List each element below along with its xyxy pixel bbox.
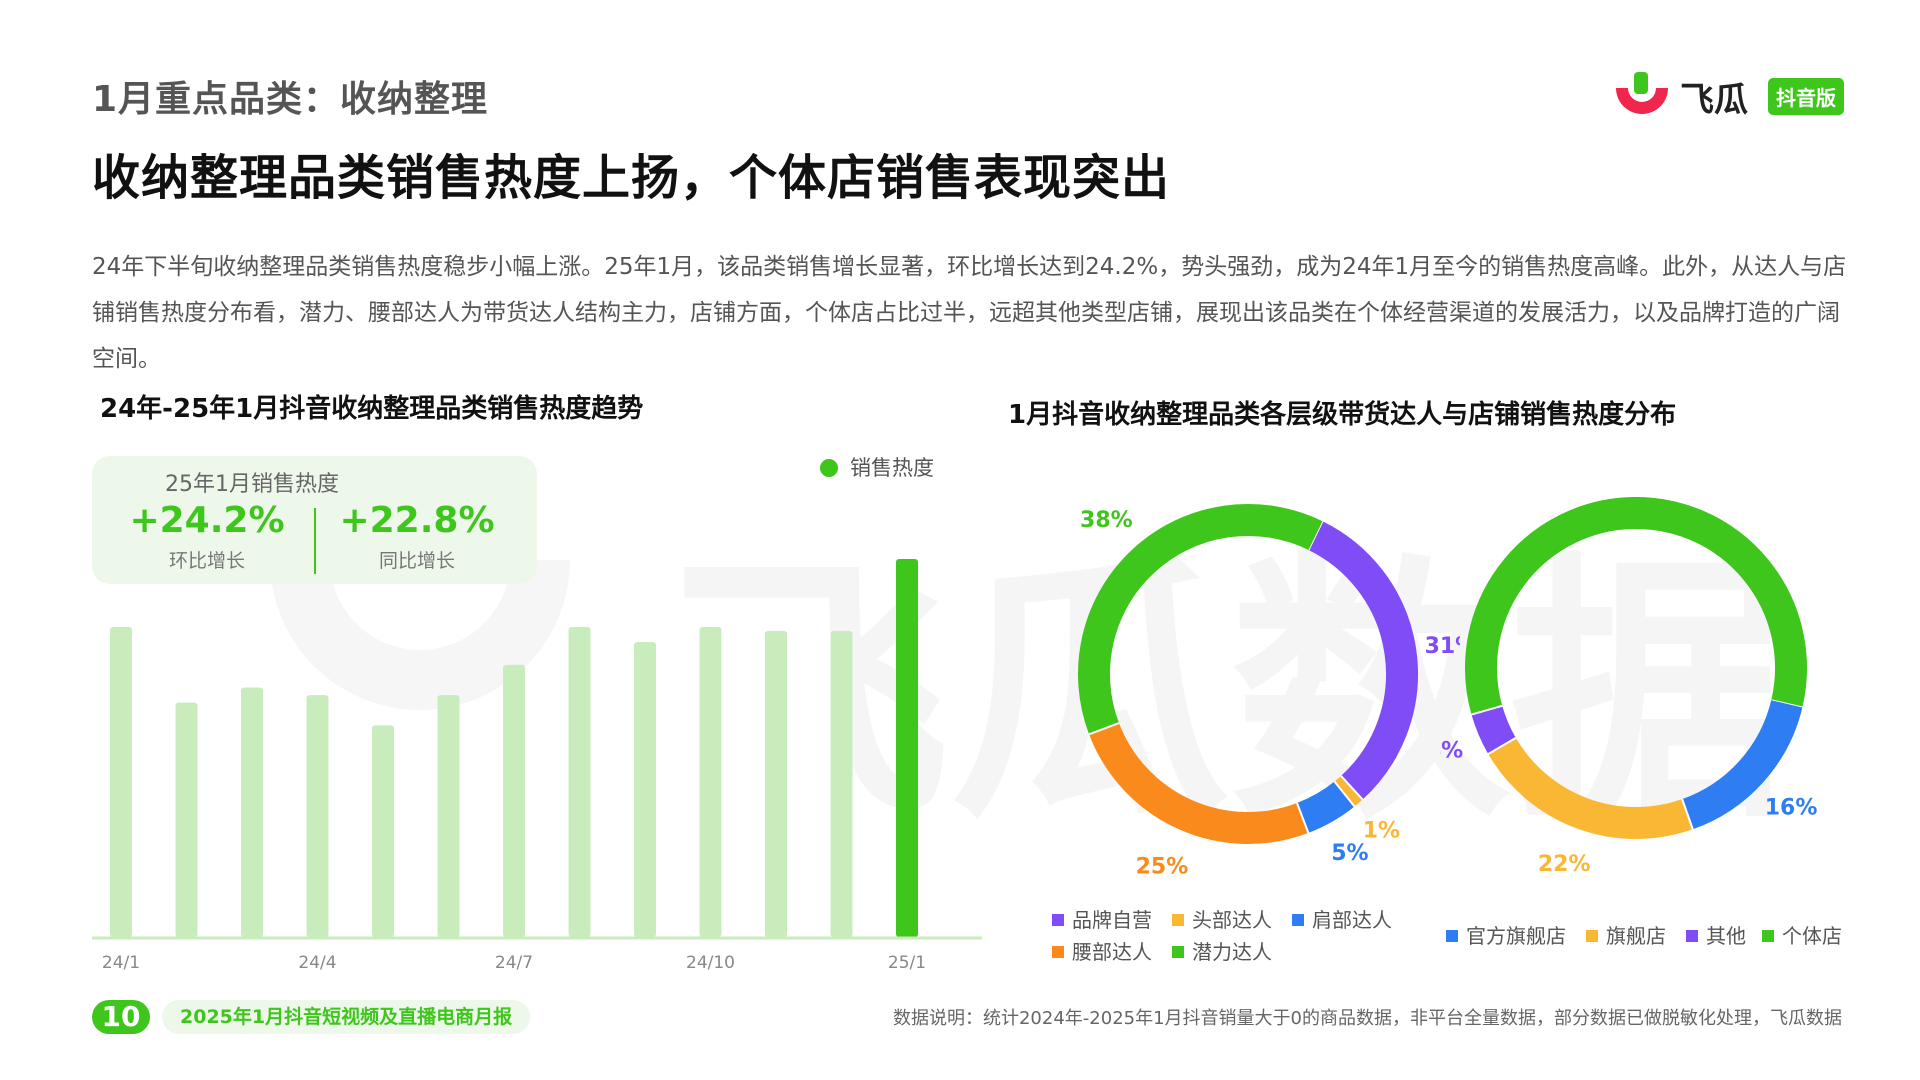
legend-swatch	[1586, 930, 1598, 942]
legend-swatch	[1052, 946, 1064, 958]
slice-label-品牌自营: 31%	[1425, 634, 1460, 659]
legend-label: 官方旗舰店	[1466, 924, 1566, 948]
slice-品牌自营	[1308, 521, 1418, 800]
slice-separator	[1340, 775, 1364, 801]
slice-头部达人	[1334, 775, 1363, 807]
bar-24/3	[241, 687, 263, 937]
legend-label: 其他	[1706, 924, 1746, 948]
bar-24/11	[765, 630, 787, 937]
slice-separator	[1771, 698, 1803, 708]
slice-separator	[1681, 798, 1694, 830]
legend-item-品牌自营: 品牌自营	[1052, 904, 1152, 933]
donut-chart-stores: 16%22%4%58%	[1440, 497, 1818, 877]
bar-chart-legend: 销售热度	[820, 452, 934, 482]
slice-label-其他: 4%	[1440, 738, 1463, 763]
slice-separator	[1307, 520, 1324, 551]
slice-官方旗舰店	[1681, 698, 1803, 830]
donut-legend-stores: 官方旗舰店 旗舰店 其他 个体店	[1446, 920, 1866, 952]
legend-swatch	[1686, 930, 1698, 942]
legend-item-其他: 其他	[1686, 920, 1746, 949]
donut-chart-title: 1月抖音收纳整理品类各层级带货达人与店铺销售热度分布	[1008, 400, 1677, 430]
logo: 飞瓜 抖音版	[1610, 68, 1850, 124]
donut-legend-influencers: 品牌自营 头部达人 肩部达人腰部达人 潜力达人	[1052, 904, 1412, 968]
legend-label: 旗舰店	[1606, 924, 1666, 948]
x-tick-label: 24/7	[495, 953, 533, 973]
slice-separator	[1333, 780, 1356, 808]
kpi-mom-label: 环比增长	[168, 550, 245, 572]
bar-chart-title: 24年-25年1月抖音收纳整理品类销售热度趋势	[100, 394, 644, 424]
kpi-divider	[314, 508, 316, 574]
kpi-yoy-label: 同比增长	[378, 550, 455, 572]
slice-腰部达人	[1089, 722, 1309, 844]
legend-label: 品牌自营	[1072, 908, 1152, 932]
legend-item-官方旗舰店: 官方旗舰店	[1446, 920, 1566, 949]
legend-label: 个体店	[1782, 924, 1842, 948]
slice-label-肩部达人: 5%	[1331, 841, 1368, 866]
legend-item-头部达人: 头部达人	[1172, 904, 1272, 933]
report-name: 2025年1月抖音短视频及直播电商月报	[162, 1000, 531, 1034]
logo-brand: 飞瓜	[1680, 80, 1748, 120]
donut-chart-influencers: 31% 1%5% 25% 38%	[1078, 504, 1460, 880]
legend-swatch	[1172, 914, 1184, 926]
kpi-title: 25年1月销售热度	[165, 472, 339, 497]
slice-label-旗舰店: 22%	[1538, 852, 1591, 877]
page-title: 收纳整理品类销售热度上扬，个体店销售表现突出	[92, 150, 1171, 206]
bar-24/2	[175, 702, 198, 937]
legend-label: 头部达人	[1192, 908, 1272, 932]
x-tick-label: 24/10	[686, 953, 735, 973]
slice-个体店	[1465, 497, 1807, 715]
legend-swatch	[1052, 914, 1064, 926]
legend-label: 销售热度	[850, 456, 934, 480]
legend-item-腰部达人: 腰部达人	[1052, 936, 1152, 965]
bar-24/7	[503, 664, 525, 937]
logo-badge: 抖音版	[1768, 78, 1844, 115]
x-tick-label: 24/4	[298, 953, 336, 973]
legend-label: 肩部达人	[1312, 908, 1392, 932]
bar-24/5	[372, 725, 394, 937]
bar-24/12	[830, 630, 853, 937]
legend-item-个体店: 个体店	[1762, 920, 1842, 949]
summary-paragraph: 24年下半旬收纳整理品类销售热度稳步小幅上涨。25年1月，该品类销售增长显著，环…	[92, 254, 1847, 372]
bar-24/4	[306, 695, 329, 937]
bar-25/1	[896, 559, 918, 937]
bar-chart: 24/1 24/4 24/7 24/10 25/1	[92, 559, 982, 973]
slice-separator	[1296, 802, 1310, 834]
legend-swatch	[1762, 930, 1774, 942]
slice-label-官方旗舰店: 16%	[1765, 796, 1818, 821]
slice-label-头部达人: 1%	[1363, 819, 1400, 844]
x-tick-label: 24/1	[102, 953, 140, 973]
slice-潜力达人	[1078, 504, 1323, 735]
slice-label-腰部达人: 25%	[1136, 855, 1189, 880]
legend-item-潜力达人: 潜力达人	[1172, 936, 1272, 965]
legend-swatch	[1172, 946, 1184, 958]
bar-24/10	[699, 627, 722, 937]
section-title: 1月重点品类：收纳整理	[92, 79, 489, 120]
legend-swatch	[820, 459, 838, 477]
bar-24/6	[437, 695, 460, 937]
page-number: 10	[92, 1000, 150, 1034]
slice-label-潜力达人: 38%	[1080, 508, 1133, 533]
logo-icon	[1616, 72, 1668, 114]
bar-24/9	[634, 642, 656, 937]
slice-separator	[1471, 704, 1503, 716]
bar-24/8	[568, 627, 591, 937]
footnote: 数据说明：统计2024年-2025年1月抖音销量大于0的商品数据，非平台全量数据…	[892, 1008, 1842, 1029]
slice-separator	[1088, 722, 1120, 736]
slice-separator	[1487, 737, 1517, 755]
kpi-yoy-value: +22.8%	[339, 500, 495, 541]
legend-swatch	[1446, 930, 1458, 942]
legend-item-肩部达人: 肩部达人	[1292, 904, 1392, 933]
legend-label: 腰部达人	[1072, 940, 1152, 964]
x-tick-label: 25/1	[888, 953, 926, 973]
kpi-card: 25年1月销售热度 +24.2% 环比增长 +22.8% 同比增长	[92, 456, 537, 584]
slice-肩部达人	[1296, 781, 1355, 833]
legend-item-旗舰店: 旗舰店	[1586, 920, 1666, 949]
slice-其他	[1471, 705, 1517, 755]
legend-label: 潜力达人	[1192, 940, 1272, 964]
slice-旗舰店	[1488, 737, 1693, 839]
kpi-mom-value: +24.2%	[129, 500, 285, 541]
legend-swatch	[1292, 914, 1304, 926]
bar-24/1	[110, 627, 132, 937]
